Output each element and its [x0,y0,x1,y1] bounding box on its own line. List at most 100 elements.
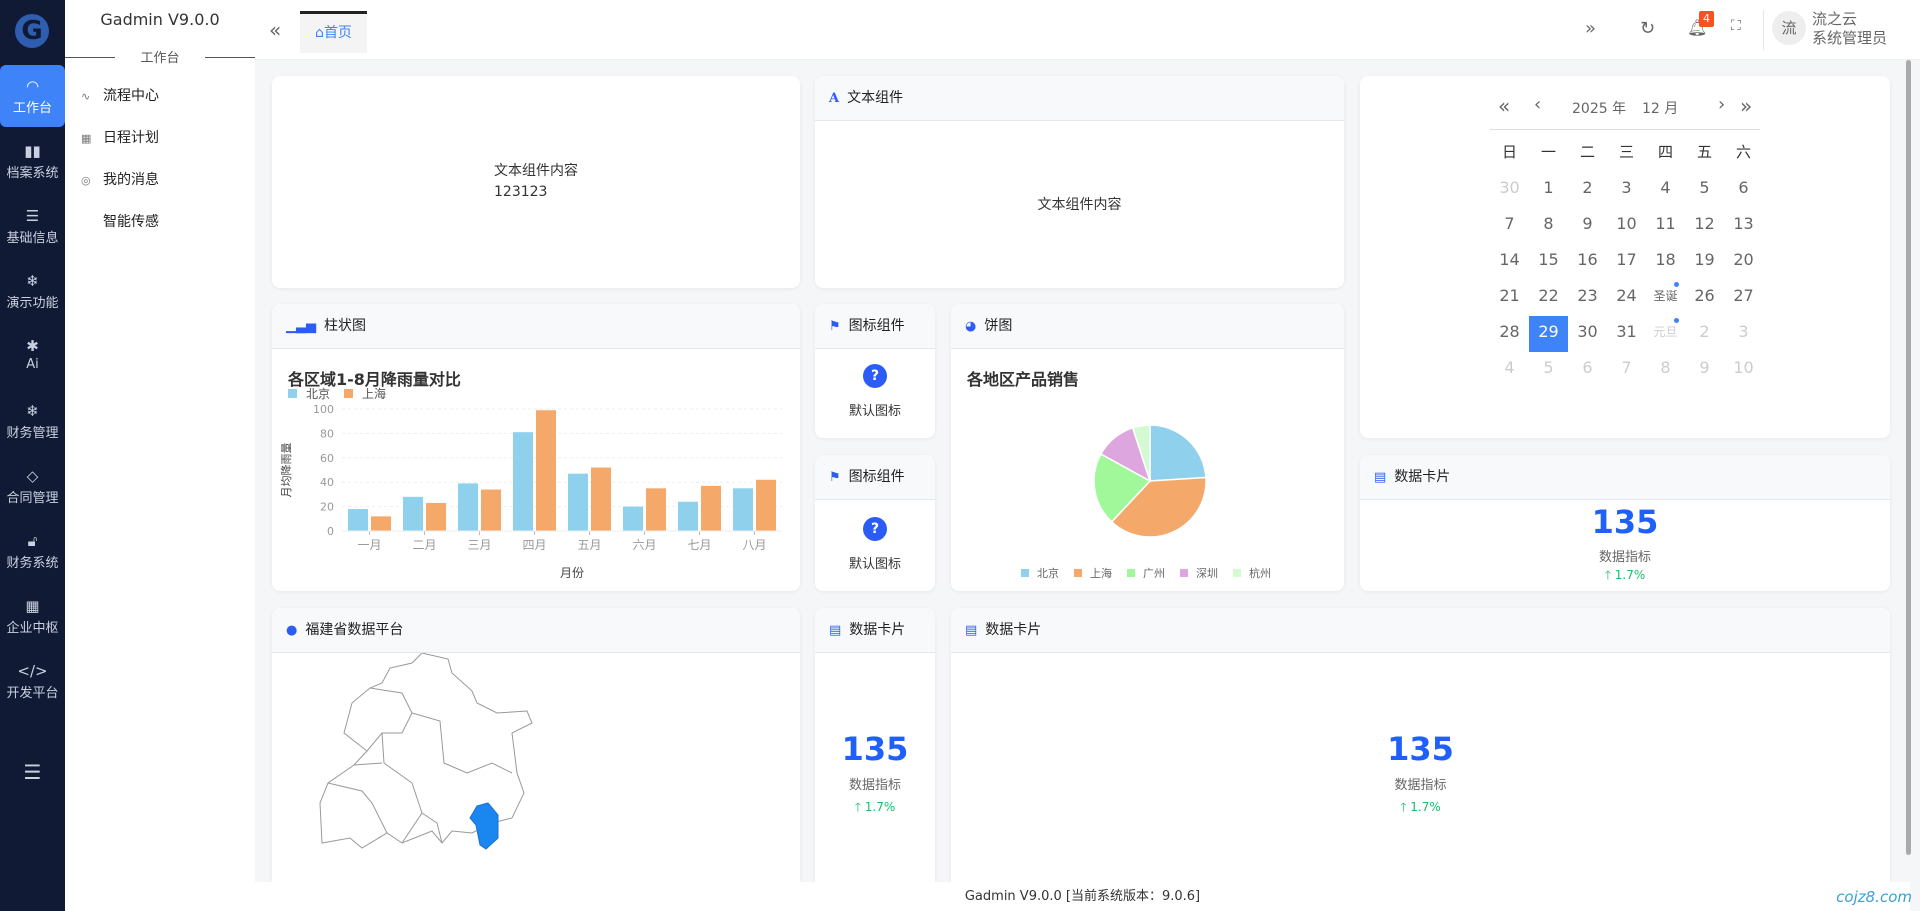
snowflake-icon: ❄ [26,402,39,420]
calendar-day[interactable]: 7 [1490,208,1529,244]
calendar-day[interactable]: 16 [1568,244,1607,280]
calendar-day[interactable]: 5 [1529,352,1568,388]
calendar-day[interactable]: 17 [1607,244,1646,280]
metric-value: 135 [1387,730,1454,768]
pie-slice [1131,424,1151,482]
calendar-day[interactable]: 4 [1646,172,1685,208]
map-region [411,712,513,774]
rail-item[interactable]: ❄ 财务管理 [0,390,65,452]
calendar-day[interactable]: 1 [1529,172,1568,208]
pie-chart: 北京 上海 广州 深圳 杭州 [1021,424,1271,580]
legend-label: 深圳 [1196,567,1218,580]
y-tick-label: 40 [320,476,334,489]
calendar-day[interactable]: 18 [1646,244,1685,280]
day-label: 22 [1538,286,1559,305]
calendar-day[interactable]: 20 [1724,244,1763,280]
submenu-item[interactable]: 智能传感 [81,210,159,234]
calendar-day[interactable]: 23 [1568,280,1607,316]
day-label: 26 [1694,286,1715,305]
next-month-icon[interactable]: › [1718,94,1726,115]
calendar-day[interactable]: 圣诞 [1646,280,1685,316]
calendar-year[interactable]: 2025 年 [1572,101,1627,117]
calendar-day[interactable]: 2 [1568,172,1607,208]
rail-item[interactable]: ▮▮ 档案系统 [0,130,65,192]
calendar-day[interactable]: 4 [1490,352,1529,388]
calendar-day[interactable]: 3 [1607,172,1646,208]
submenu-item[interactable]: ∿ 流程中心 [81,84,159,108]
rail-item[interactable]: ◠ 工作台 [0,65,65,127]
tab-home[interactable]: ⌂首页 [300,11,367,53]
metric-label: 数据指标 [1394,778,1447,793]
submenu-item-icon: ▦ [81,132,92,145]
calendar-day[interactable]: 2 [1685,316,1724,352]
tabs-more-icon[interactable]: » [1585,18,1597,39]
calendar-day[interactable]: 12 [1685,208,1724,244]
calendar-day[interactable]: 8 [1646,352,1685,388]
calendar-day[interactable]: 22 [1529,280,1568,316]
y-tick-label: 100 [313,403,334,416]
calendar-day[interactable]: 11 [1646,208,1685,244]
calendar-day[interactable]: 24 [1607,280,1646,316]
prev-year-icon[interactable]: « [1498,94,1511,118]
day-label: 5 [1543,358,1554,377]
calendar-day[interactable]: 27 [1724,280,1763,316]
calendar-day[interactable]: 19 [1685,244,1724,280]
submenu-panel: Gadmin V9.0.0 工作台 ∿ 流程中心 ▦ 日程计划 ◎ 我的消息 智能传感 [65,0,255,911]
calendar-day[interactable]: 8 [1529,208,1568,244]
collapse-sidebar-icon[interactable]: « [269,18,282,42]
calendar-month[interactable]: 12 月 [1642,101,1679,117]
icon-label: 默认图标 [848,404,901,419]
menu-fold-icon[interactable]: ☰ [23,760,42,784]
calendar-day[interactable]: 13 [1724,208,1763,244]
calendar-day[interactable]: 15 [1529,244,1568,280]
rail-item[interactable]: </> 开发平台 [0,650,65,712]
user-name: 流之云 [1812,10,1858,28]
rail-item[interactable]: ✱ Ai [0,325,65,387]
fullscreen-icon[interactable]: ⛶ [1731,18,1741,34]
diamond-icon: ◇ [26,467,39,485]
rail-item[interactable]: ❄ 演示功能 [0,260,65,322]
card-title: 饼图 [984,318,1013,334]
snowflake-icon: ❄ [26,272,39,290]
rail-item-label: 档案系统 [6,166,59,181]
calendar-day[interactable]: 5 [1685,172,1724,208]
calendar-day[interactable]: 10 [1607,208,1646,244]
calendar-day[interactable]: 21 [1490,280,1529,316]
calendar-day[interactable]: 元旦 [1646,316,1685,352]
card-icon: ▤ [965,623,978,638]
content-scrollbar[interactable] [1906,60,1911,855]
calendar-grid: 日一二三四五六 30 1 2 3 4 5 6 7 8 9 10 11 12 13 14 15 16 17 18 19 20… [1490,136,1763,388]
next-year-icon[interactable]: » [1740,94,1753,118]
prev-month-icon[interactable]: ‹ [1534,94,1542,115]
calendar-day[interactable]: 26 [1685,280,1724,316]
calendar-day[interactable]: 6 [1568,352,1607,388]
calendar-day[interactable]: 29 [1529,316,1568,352]
app-title: Gadmin V9.0.0 [100,10,220,29]
calendar-day[interactable]: 28 [1490,316,1529,352]
calendar-day[interactable]: 31 [1607,316,1646,352]
refresh-icon[interactable]: ↻ [1640,18,1656,39]
submenu-item[interactable]: ▦ 日程计划 [81,126,159,150]
week-row: 4 5 6 7 8 9 10 [1490,352,1763,388]
submenu-item[interactable]: ◎ 我的消息 [81,168,159,192]
calendar-day[interactable]: 14 [1490,244,1529,280]
calendar-day[interactable]: 3 [1724,316,1763,352]
rail-item[interactable]: 🔓︎ 财务系统 [0,520,65,582]
pie-chart-icon: ◕ [965,319,977,334]
calendar-day[interactable]: 7 [1607,352,1646,388]
card-title: 福建省数据平台 [305,622,404,638]
user-menu[interactable]: 流之云 系统管理员 [1812,10,1887,48]
map-region [319,653,533,849]
calendar-day[interactable]: 30 [1490,172,1529,208]
avatar[interactable]: 流 [1772,11,1806,45]
rail-item[interactable]: ☰ 基础信息 [0,195,65,257]
rail-item[interactable]: ◇ 合同管理 [0,455,65,517]
calendar-day[interactable]: 30 [1568,316,1607,352]
calendar-day[interactable]: 9 [1568,208,1607,244]
rail-item[interactable]: ▦ 企业中枢 [0,585,65,647]
calendar-day[interactable]: 6 [1724,172,1763,208]
day-label: 21 [1499,286,1520,305]
calendar-day[interactable]: 10 [1724,352,1763,388]
y-tick-label: 80 [320,427,334,440]
calendar-day[interactable]: 9 [1685,352,1724,388]
